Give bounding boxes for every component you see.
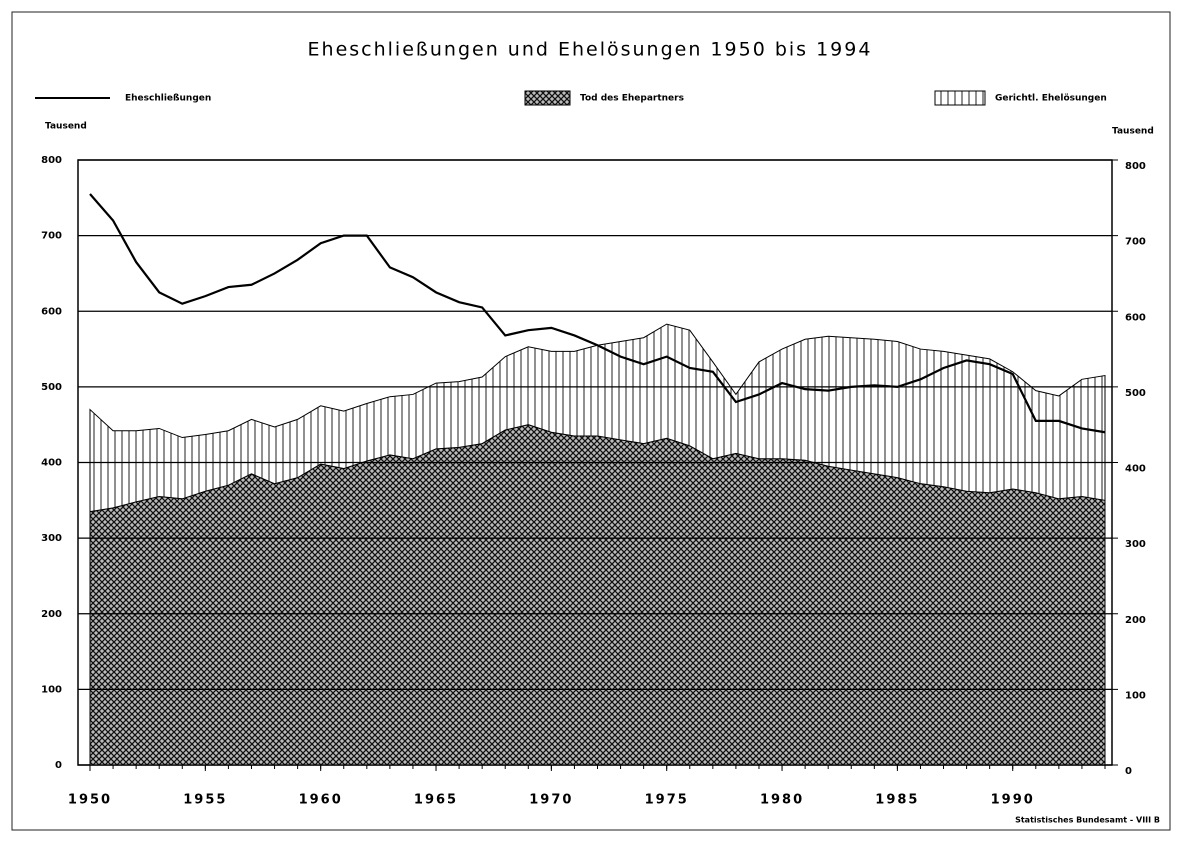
page-border	[11, 11, 1171, 831]
y-tick-label: 700	[41, 231, 62, 242]
line	[89, 193, 1106, 434]
legend-label: Eheschließungen	[125, 94, 211, 104]
y2-tick-label: 600	[1125, 312, 1146, 323]
source: Statistisches Bundesamt - VIII B	[1015, 816, 1160, 825]
y2-tick-label: 300	[1125, 539, 1146, 550]
y-axis-label: Tausend	[45, 122, 87, 132]
legend-label: Gerichtl. Ehelösungen	[995, 94, 1107, 104]
x-tick-label: 1980	[760, 793, 804, 808]
chart-title: Eheschließungen und Ehelösungen 1950 bis…	[308, 39, 873, 61]
x-tick-label: 1990	[991, 793, 1035, 808]
y-tick-label: 300	[41, 533, 62, 544]
x-tick-label: 1955	[183, 793, 227, 808]
y-tick-label: 600	[41, 306, 62, 317]
y2-axis-label: Tausend	[1112, 127, 1154, 137]
y2-tick-label: 700	[1125, 237, 1146, 248]
y2-tick-label: 0	[1125, 766, 1132, 777]
x-tick-label: 1950	[68, 793, 112, 808]
y-tick-label: 400	[41, 458, 62, 469]
y2-tick-label: 100	[1125, 690, 1146, 701]
y-tick-label: 100	[41, 684, 62, 695]
y2-tick-label: 400	[1125, 464, 1146, 475]
x-tick-label: 1985	[875, 793, 919, 808]
y-tick-label: 200	[41, 609, 62, 620]
legend-label: Tod des Ehepartners	[580, 94, 684, 104]
legend-swatch	[524, 90, 571, 106]
x-tick-label: 1975	[645, 793, 689, 808]
area	[89, 323, 1106, 513]
x-tick-label: 1970	[529, 793, 573, 808]
y2-tick-label: 800	[1125, 161, 1146, 172]
x-tick-label: 1965	[414, 793, 458, 808]
y-tick-label: 500	[41, 382, 62, 393]
y-tick-label: 0	[55, 760, 62, 771]
y2-tick-label: 200	[1125, 615, 1146, 626]
y-tick-label: 800	[41, 155, 62, 166]
y2-tick-label: 500	[1125, 388, 1146, 399]
x-tick-label: 1960	[299, 793, 343, 808]
legend-swatch	[934, 90, 986, 106]
